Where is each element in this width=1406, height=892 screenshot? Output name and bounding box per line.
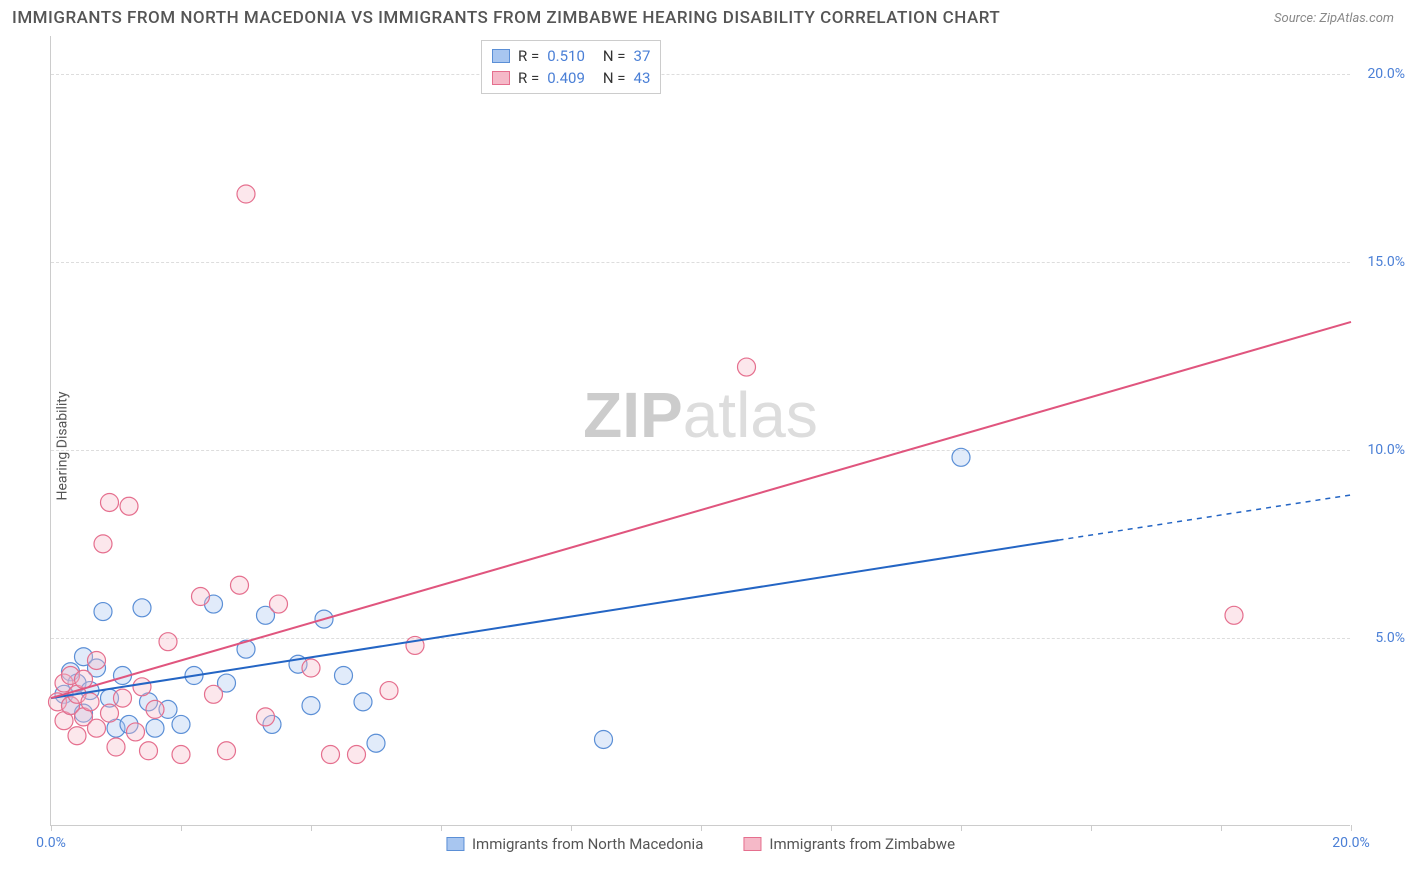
series-legend: Immigrants from North Macedonia Immigran… [446,835,955,853]
legend-row-zimbabwe: R = 0.409 N = 43 [492,67,650,89]
x-tick [571,825,572,831]
data-point-zimbabwe [1225,606,1243,624]
swatch-zimbabwe-icon [743,837,761,851]
data-point-zimbabwe [101,704,119,722]
data-point-macedonia [302,697,320,715]
x-tick [1351,825,1352,831]
data-point-zimbabwe [81,693,99,711]
x-tick-label: 20.0% [1332,835,1370,851]
data-point-macedonia [133,599,151,617]
data-point-zimbabwe [75,670,93,688]
data-point-zimbabwe [302,659,320,677]
x-tick [961,825,962,831]
data-point-zimbabwe [237,185,255,203]
data-point-zimbabwe [88,719,106,737]
data-point-macedonia [335,667,353,685]
chart-title: IMMIGRANTS FROM NORTH MACEDONIA VS IMMIG… [12,8,1000,28]
data-point-zimbabwe [94,535,112,553]
data-point-zimbabwe [133,678,151,696]
data-point-zimbabwe [380,682,398,700]
data-point-zimbabwe [101,493,119,511]
data-point-zimbabwe [231,576,249,594]
x-tick [51,825,52,831]
data-point-zimbabwe [107,738,125,756]
swatch-macedonia-icon [446,837,464,851]
data-point-zimbabwe [127,723,145,741]
y-tick-label: 5.0% [1375,630,1405,646]
data-point-zimbabwe [738,358,756,376]
data-point-macedonia [94,603,112,621]
x-tick [831,825,832,831]
legend-item-zimbabwe: Immigrants from Zimbabwe [743,835,955,853]
data-point-macedonia [354,693,372,711]
data-point-zimbabwe [218,742,236,760]
correlation-legend: R = 0.510 N = 37 R = 0.409 N = 43 [481,40,661,94]
data-point-zimbabwe [159,633,177,651]
data-point-zimbabwe [140,742,158,760]
y-tick-label: 15.0% [1367,254,1405,270]
x-tick [181,825,182,831]
data-point-zimbabwe [257,708,275,726]
data-point-zimbabwe [270,595,288,613]
swatch-macedonia [492,49,510,63]
data-point-macedonia [595,730,613,748]
x-tick [311,825,312,831]
x-tick-label: 0.0% [36,835,66,851]
data-point-zimbabwe [68,727,86,745]
scatter-plot: ZIPatlas 5.0%10.0%15.0%20.0% 0.0%20.0% R… [50,36,1350,826]
y-tick-label: 20.0% [1367,66,1405,82]
data-point-macedonia [146,719,164,737]
swatch-zimbabwe [492,71,510,85]
x-tick [441,825,442,831]
data-point-zimbabwe [146,700,164,718]
data-point-zimbabwe [205,685,223,703]
y-tick-label: 10.0% [1367,442,1405,458]
data-point-macedonia [172,715,190,733]
x-tick [1221,825,1222,831]
legend-row-macedonia: R = 0.510 N = 37 [492,45,650,67]
data-point-macedonia [952,448,970,466]
trend-line-zimbabwe [51,322,1351,698]
data-point-zimbabwe [192,588,210,606]
source-attribution: Source: ZipAtlas.com [1274,11,1394,26]
data-point-zimbabwe [88,651,106,669]
data-point-zimbabwe [114,689,132,707]
data-point-zimbabwe [172,746,190,764]
x-tick [1091,825,1092,831]
data-point-macedonia [367,734,385,752]
data-point-zimbabwe [348,746,366,764]
trend-line-macedonia [51,540,1059,698]
data-point-zimbabwe [322,746,340,764]
data-point-zimbabwe [120,497,138,515]
legend-item-macedonia: Immigrants from North Macedonia [446,835,703,853]
x-tick [701,825,702,831]
chart-svg [51,36,1350,825]
trend-line-ext-macedonia [1059,495,1352,540]
